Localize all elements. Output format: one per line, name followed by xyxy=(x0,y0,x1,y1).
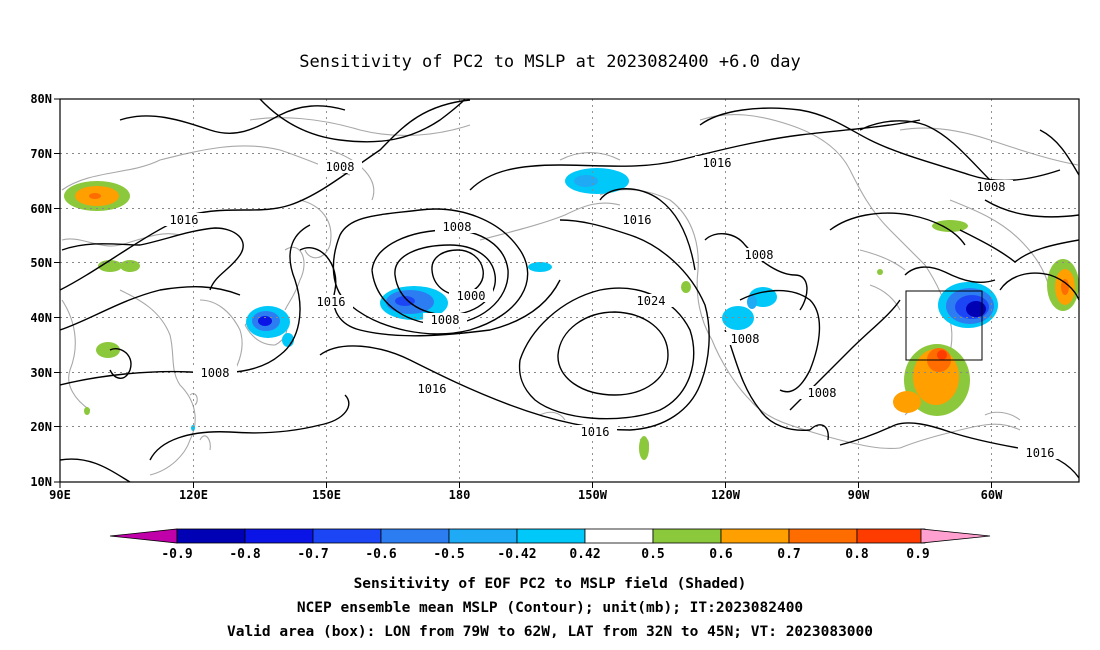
colorbar-cell xyxy=(176,528,246,544)
mslp-contours xyxy=(60,99,1079,482)
colorbar-cells xyxy=(109,528,991,544)
svg-text:1008: 1008 xyxy=(808,386,837,400)
svg-text:1008: 1008 xyxy=(431,313,460,327)
svg-text:1008: 1008 xyxy=(443,220,472,234)
contour-label: 1008 xyxy=(723,332,767,346)
caption-shading: Sensitivity of EOF PC2 to MSLP field (Sh… xyxy=(354,576,747,592)
lon-label: 180 xyxy=(449,488,471,502)
contour-label: 1016 xyxy=(615,213,659,227)
colorbar: -0.9 -0.8 -0.7 -0.6 -0.5 -0.42 0.42 0.5 … xyxy=(109,528,991,562)
contour-label: 1008 xyxy=(318,160,362,174)
svg-text:1016: 1016 xyxy=(623,213,652,227)
colorbar-label: -0.8 xyxy=(229,547,260,562)
colorbar-label: -0.7 xyxy=(297,547,328,562)
lat-label: 60N xyxy=(30,202,52,216)
colorbar-label: -0.42 xyxy=(497,547,536,562)
latitude-labels: 80N 70N 60N 50N 40N 30N 20N 10N xyxy=(30,92,52,489)
svg-text:1008: 1008 xyxy=(977,180,1006,194)
contour-labels: 1008 1016 1008 1016 1016 1008 1000 1008 … xyxy=(0,0,1062,460)
lon-label: 150E xyxy=(312,488,341,502)
contour-label: 1016 xyxy=(695,156,739,170)
svg-text:1016: 1016 xyxy=(703,156,732,170)
svg-text:1000: 1000 xyxy=(457,289,486,303)
svg-text:1024: 1024 xyxy=(637,294,666,308)
contour-label: 1008 xyxy=(423,313,467,327)
contour-label: 1016 xyxy=(410,382,454,396)
svg-text:1016: 1016 xyxy=(581,425,610,439)
colorbar-label: -0.6 xyxy=(365,547,396,562)
lat-label: 10N xyxy=(30,475,52,489)
colorbar-cell xyxy=(448,528,518,544)
colorbar-label: -0.9 xyxy=(161,547,192,562)
lon-label: 60W xyxy=(981,488,1003,502)
contour-label: 1008 xyxy=(0,0,14,3)
colorbar-cell xyxy=(584,528,654,544)
lat-label: 80N xyxy=(30,92,52,106)
lon-label: 90W xyxy=(848,488,870,502)
contour-label: 1008 xyxy=(435,220,479,234)
lat-label: 40N xyxy=(30,311,52,325)
colorbar-cell xyxy=(788,528,858,544)
colorbar-cell xyxy=(312,528,382,544)
colorbar-label: 0.8 xyxy=(845,547,869,562)
lon-label: 120E xyxy=(179,488,208,502)
svg-text:1008: 1008 xyxy=(731,332,760,346)
valid-area-box xyxy=(905,290,983,361)
colorbar-cell xyxy=(244,528,314,544)
svg-text:1016: 1016 xyxy=(1026,446,1055,460)
colorbar-label: -0.5 xyxy=(433,547,464,562)
colorbar-label: 0.42 xyxy=(569,547,600,562)
colorbar-arrow-low xyxy=(109,528,178,544)
svg-text:1008: 1008 xyxy=(326,160,355,174)
colorbar-cell xyxy=(516,528,586,544)
colorbar-arrow-high xyxy=(920,528,991,544)
caption-valid-area: Valid area (box): LON from 79W to 62W, L… xyxy=(227,624,873,640)
contour-label: 1008 xyxy=(800,386,844,400)
contour-label: 1016 xyxy=(162,213,206,227)
lon-label: 120W xyxy=(711,488,741,502)
svg-text:1008: 1008 xyxy=(201,366,230,380)
svg-text:1016: 1016 xyxy=(317,295,346,309)
contour-label: 1008 xyxy=(193,365,237,380)
axis-ticks xyxy=(54,98,992,488)
lon-label: 150W xyxy=(578,488,608,502)
contour-label: 1024 xyxy=(629,294,673,308)
svg-text:1016: 1016 xyxy=(418,382,447,396)
contour-label: 1008 xyxy=(969,180,1013,194)
contour-label: 1016 xyxy=(309,295,353,309)
lat-label: 20N xyxy=(30,420,52,434)
svg-text:1016: 1016 xyxy=(170,213,199,227)
colorbar-cell xyxy=(720,528,790,544)
contour-label: 1008 xyxy=(737,248,781,262)
colorbar-label: 0.6 xyxy=(709,547,733,562)
lat-label: 70N xyxy=(30,147,52,161)
lat-label: 50N xyxy=(30,256,52,270)
colorbar-cell xyxy=(380,528,450,544)
colorbar-labels: -0.9 -0.8 -0.7 -0.6 -0.5 -0.42 0.42 0.5 … xyxy=(161,547,929,562)
contour-label: 1016 xyxy=(1018,446,1062,460)
lon-label: 90E xyxy=(49,488,71,502)
contour-label: 1016 xyxy=(573,425,617,439)
colorbar-label: 0.5 xyxy=(641,547,664,562)
colorbar-label: 0.9 xyxy=(906,547,929,562)
caption-contour: NCEP ensemble mean MSLP (Contour); unit(… xyxy=(297,600,803,616)
contour-label: 1000 xyxy=(449,289,493,303)
map-title: Sensitivity of PC2 to MSLP at 2023082400… xyxy=(299,52,801,72)
map-panel: 1008 1016 1008 1016 1016 1008 1000 1008 … xyxy=(0,0,1080,502)
colorbar-cell xyxy=(652,528,722,544)
colorbar-label: 0.7 xyxy=(777,547,800,562)
lat-label: 30N xyxy=(30,366,52,380)
svg-text:1008: 1008 xyxy=(745,248,774,262)
colorbar-cell xyxy=(856,528,926,544)
longitude-labels: 90E 120E 150E 180 150W 120W 90W 60W xyxy=(49,488,1003,502)
